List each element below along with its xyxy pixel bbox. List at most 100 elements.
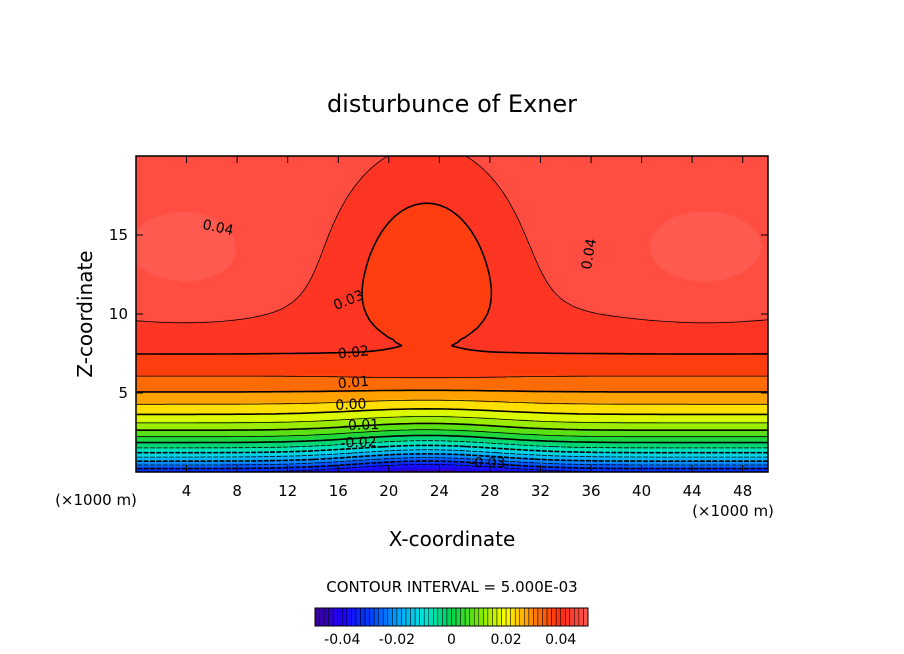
contour-line bbox=[136, 434, 768, 444]
contour-label: 0.00 bbox=[335, 396, 367, 414]
x-tick-label: 12 bbox=[278, 482, 297, 500]
colorbar-cell bbox=[446, 607, 452, 627]
colorbar-cell bbox=[574, 607, 580, 627]
colorbar-cell bbox=[565, 607, 571, 627]
colorbar-cell bbox=[542, 607, 548, 627]
colorbar-cell bbox=[528, 607, 534, 627]
colorbar-cell bbox=[373, 607, 379, 627]
contour-line bbox=[136, 389, 768, 393]
colorbar-cell bbox=[492, 607, 498, 627]
colorbar-cell bbox=[419, 607, 425, 627]
colorbar-cell bbox=[524, 607, 530, 627]
contour-line bbox=[136, 440, 768, 449]
colorbar-cell bbox=[314, 607, 320, 627]
colorbar-tick-label: -0.02 bbox=[379, 632, 415, 648]
x-tick-label: 4 bbox=[182, 482, 192, 500]
colorbar-tick-label: 0 bbox=[447, 632, 456, 648]
colorbar-cell bbox=[501, 607, 507, 627]
colorbar-tick-label: 0.04 bbox=[545, 632, 576, 648]
x-tick-label: 8 bbox=[232, 482, 242, 500]
colorbar-cell bbox=[533, 607, 539, 627]
colorbar-cell bbox=[451, 607, 457, 627]
contour-line bbox=[136, 457, 768, 466]
contour-interval: CONTOUR INTERVAL = 5.000E-03 bbox=[326, 578, 577, 596]
contour-line bbox=[136, 449, 768, 458]
contour-line bbox=[136, 408, 768, 416]
x-tick-label: 36 bbox=[581, 482, 600, 500]
plot-area: 0.040.040.030.020.010.00-0.01-0.02-0.03 bbox=[135, 155, 769, 473]
contour-line bbox=[136, 399, 768, 405]
colorbar-cell bbox=[405, 607, 411, 627]
x-axis: 4 8 12 16 20 24 28 32 36 40 44 48 bbox=[182, 156, 752, 500]
colorbar-cell bbox=[401, 607, 407, 627]
colorbar-cell bbox=[546, 607, 552, 627]
contour-label: -0.01 bbox=[343, 417, 380, 434]
colorbar-cell bbox=[369, 607, 375, 627]
chart-title: disturbunce of Exner bbox=[327, 90, 577, 118]
colorbar-frame bbox=[314, 607, 589, 627]
colorbar-cell bbox=[583, 607, 589, 627]
colorbar-cell bbox=[396, 607, 402, 627]
colorbar-cell bbox=[387, 607, 393, 627]
colorbar-cell bbox=[537, 607, 543, 627]
colorbar-cell bbox=[551, 607, 557, 627]
contour-line bbox=[136, 416, 768, 424]
colorbar-cell bbox=[578, 607, 584, 627]
contour-label: -0.02 bbox=[340, 434, 377, 451]
colorbar-cell bbox=[487, 607, 493, 627]
colorbar-cell bbox=[337, 607, 343, 627]
colorbar-cell bbox=[378, 607, 384, 627]
contour-label: 0.02 bbox=[337, 343, 370, 362]
colorbar-cell bbox=[328, 607, 334, 627]
contour-line bbox=[136, 422, 768, 431]
x-tick-label: 16 bbox=[329, 482, 348, 500]
colorbar-cell bbox=[483, 607, 489, 627]
colorbar-cell bbox=[428, 607, 434, 627]
contour-fill bbox=[136, 156, 768, 472]
colorbar-cell bbox=[360, 607, 366, 627]
contour-line bbox=[135, 202, 768, 355]
x-tick-label: 44 bbox=[683, 482, 702, 500]
colorbar-cell bbox=[346, 607, 352, 627]
colorbar-cell bbox=[423, 607, 430, 627]
colorbar-labels: -0.04 -0.02 0 0.02 0.04 bbox=[324, 632, 576, 648]
colorbar-tick-label: 0.02 bbox=[491, 632, 522, 648]
contour-line bbox=[136, 444, 768, 454]
colorbar-cell bbox=[437, 607, 443, 627]
colorbar-cell bbox=[323, 607, 329, 627]
x-tick-label: 28 bbox=[480, 482, 499, 500]
colorbar-cell bbox=[383, 607, 389, 627]
colorbar-cell bbox=[496, 607, 502, 627]
contour-label: 0.04 bbox=[201, 217, 235, 239]
x-unit-left: (×1000 m) bbox=[55, 491, 137, 509]
contour-label: -0.03 bbox=[469, 456, 505, 472]
colorbar-tick-label: -0.04 bbox=[324, 632, 360, 648]
contour-line bbox=[136, 460, 768, 470]
contour-line bbox=[136, 375, 768, 379]
colorbar-cell bbox=[464, 607, 470, 627]
colorbar-cell bbox=[433, 607, 439, 627]
y-tick-label: 10 bbox=[109, 305, 128, 323]
x-tick-label: 40 bbox=[632, 482, 651, 500]
colorbar-cell bbox=[392, 607, 398, 627]
colorbar-cell bbox=[514, 607, 521, 627]
x-unit-right: (×1000 m) bbox=[692, 502, 774, 520]
colorbar-cell bbox=[364, 607, 370, 627]
contour-label: 0.01 bbox=[337, 374, 369, 393]
colorbar-cell bbox=[569, 607, 575, 627]
colorbar-cell bbox=[469, 607, 475, 627]
colorbar-cell bbox=[455, 607, 461, 627]
contour-line bbox=[136, 429, 768, 438]
colorbar-cell bbox=[355, 607, 361, 627]
x-tick-label: 24 bbox=[430, 482, 449, 500]
y-tick-label: 15 bbox=[109, 226, 128, 244]
colorbar-cell bbox=[505, 607, 511, 627]
colorbar-cell bbox=[414, 607, 420, 627]
colorbar: -0.04 -0.02 0 0.02 0.04 bbox=[314, 607, 589, 648]
x-tick-label: 20 bbox=[379, 482, 398, 500]
x-tick-label: 48 bbox=[733, 482, 752, 500]
colorbar-cell bbox=[510, 607, 516, 627]
colorbar-cell bbox=[319, 607, 325, 627]
colorbar-cell bbox=[560, 607, 566, 627]
